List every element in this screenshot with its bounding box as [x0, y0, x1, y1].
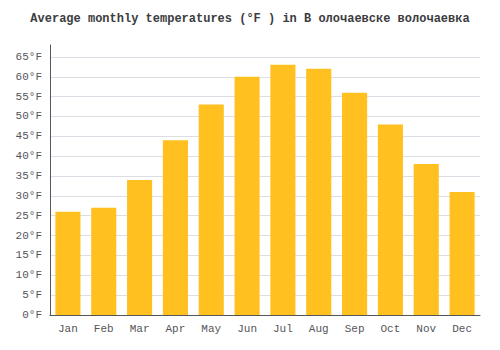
svg-text:40°F: 40°F [16, 150, 42, 162]
svg-text:5°F: 5°F [22, 289, 42, 301]
svg-text:10°F: 10°F [16, 269, 42, 281]
svg-text:Jul: Jul [273, 323, 293, 335]
svg-text:May: May [201, 323, 221, 335]
svg-text:Average monthly temperatures (: Average monthly temperatures (°F ) in В … [30, 12, 469, 26]
svg-text:Apr: Apr [166, 323, 186, 335]
svg-text:Jan: Jan [58, 323, 78, 335]
svg-text:60°F: 60°F [16, 71, 42, 83]
svg-text:Mar: Mar [130, 323, 150, 335]
svg-text:25°F: 25°F [16, 210, 42, 222]
svg-text:15°F: 15°F [16, 249, 42, 261]
svg-text:20°F: 20°F [16, 230, 42, 242]
svg-text:55°F: 55°F [16, 91, 42, 103]
svg-text:35°F: 35°F [16, 170, 42, 182]
svg-text:65°F: 65°F [16, 51, 42, 63]
svg-text:Sep: Sep [345, 323, 365, 335]
svg-text:30°F: 30°F [16, 190, 42, 202]
svg-text:Jun: Jun [237, 323, 257, 335]
svg-text:Oct: Oct [381, 323, 401, 335]
svg-text:Aug: Aug [309, 323, 329, 335]
svg-text:50°F: 50°F [16, 110, 42, 122]
svg-text:45°F: 45°F [16, 130, 42, 142]
svg-text:0°F: 0°F [22, 309, 42, 321]
svg-text:Feb: Feb [94, 323, 114, 335]
svg-text:Nov: Nov [416, 323, 436, 335]
svg-text:Dec: Dec [452, 323, 472, 335]
